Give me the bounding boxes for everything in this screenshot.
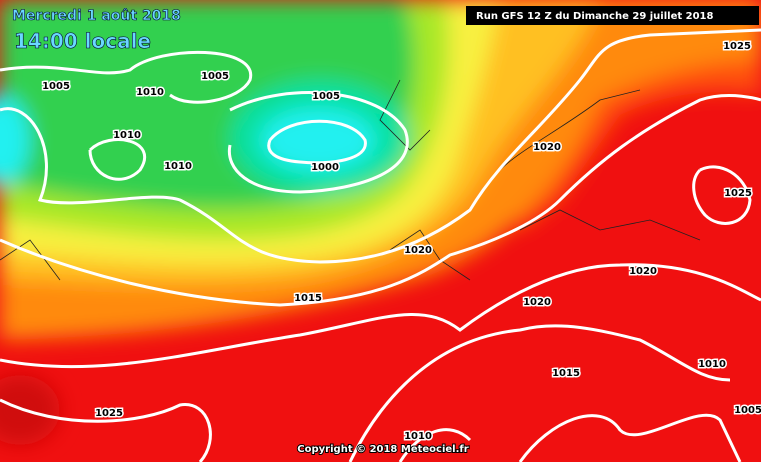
isobar-label: 1020	[533, 142, 561, 153]
copyright: Copyright © 2018 Meteociel.fr	[297, 444, 468, 455]
coastlines	[0, 79, 701, 281]
isobar-label: 1010	[164, 161, 192, 172]
isobars	[0, 28, 761, 462]
isobar-label: 1020	[404, 245, 432, 256]
isobar-label: 1005	[201, 71, 229, 82]
map-time: 14:00 locale	[14, 29, 151, 53]
isobar-label: 1025	[724, 188, 752, 199]
isobar-label: 1005	[42, 81, 70, 92]
isobar-label: 1025	[723, 41, 751, 52]
isobar-label: 1020	[523, 297, 551, 308]
map-date: Mercredi 1 août 2018	[12, 8, 181, 24]
isobar-label: 1015	[552, 368, 580, 379]
isobar-label: 1025	[95, 408, 123, 419]
isobar-label: 1010	[136, 87, 164, 98]
isobar-labels: 1005 1010 1005 1010 1010 1005 1000 1020 …	[41, 40, 761, 444]
isobar-label: 1015	[294, 293, 322, 304]
isobar-label: 1005	[734, 405, 761, 416]
isobar-label: 1010	[698, 359, 726, 370]
isobar-label: 1010	[113, 130, 141, 141]
pressure-field	[0, 0, 761, 445]
run-box	[466, 6, 759, 25]
run-label: Run GFS 12 Z du Dimanche 29 juillet 2018	[476, 11, 714, 22]
isobar-label: 1020	[629, 266, 657, 277]
isobar-label: 1010	[404, 431, 432, 442]
isobar-label: 1000	[311, 162, 339, 173]
isobar-label: 1005	[312, 91, 340, 102]
